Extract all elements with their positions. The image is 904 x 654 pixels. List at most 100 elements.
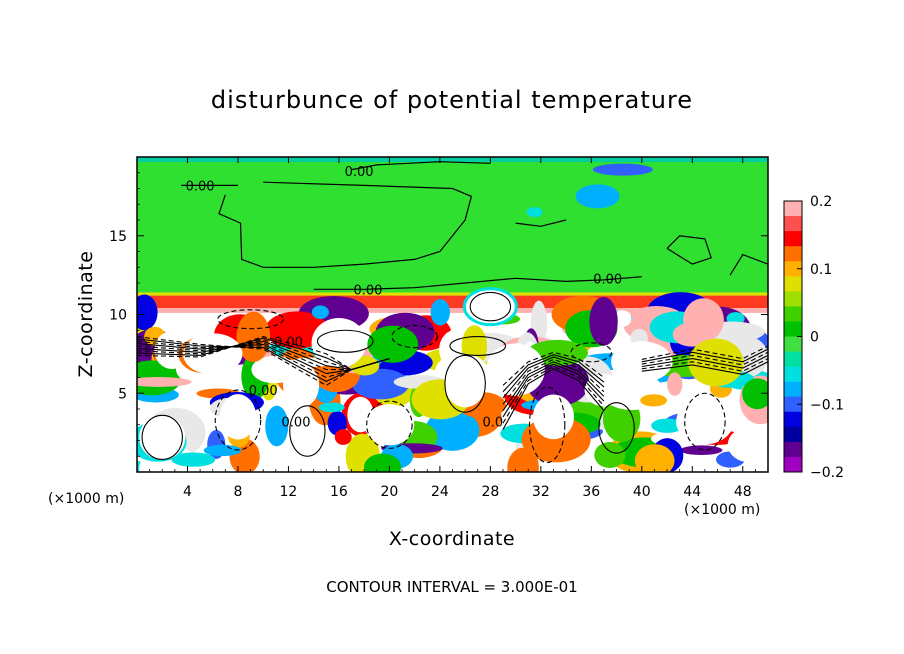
field-upper-blob [592,163,653,176]
colorbar-tick-label: 0.1 [810,262,832,278]
x-tick-label: 40 [633,484,651,500]
x-tick-label: 28 [481,484,499,500]
colorbar-segment [784,411,802,428]
contour-eddy [570,342,613,363]
contour-label: 0.00 [186,179,215,194]
field-eddy-core [444,363,486,408]
contour-eddy [214,389,262,451]
x-axis-label: X-coordinate [388,528,516,550]
colorbar-segment [784,351,802,368]
colorbar-tick-label: 0.2 [810,194,832,210]
field-blob [352,368,410,400]
contour-eddy [449,335,507,356]
x-tick-label: 20 [380,484,398,500]
colorbar-segment [784,246,802,262]
colorbar-tick-label: −0.1 [810,397,844,413]
field-eddy-core [139,414,186,460]
contour-line [502,356,605,399]
colorbar-tick-label: 0 [810,330,819,346]
contour-eddy [469,291,512,322]
y-axis: 5 10 15 [109,172,768,457]
contour-line [137,336,390,387]
field-stable-band [137,308,768,313]
contour-line [641,354,768,369]
contour-line [641,351,768,366]
colorbar-segment [784,201,802,217]
y-tick-label: 10 [109,308,127,324]
contour-eddy [684,392,726,451]
field-eddy-core [311,317,367,368]
field-eddy-core [283,363,320,408]
field-blob [203,444,242,457]
contour-eddy [528,386,566,464]
field-blob [334,429,352,445]
contour-eddy [444,354,486,413]
contour-line [502,365,605,424]
colorbar-segment [784,441,802,458]
contour-eddy [316,329,374,353]
colorbar-segment [784,291,802,307]
field-blob [137,294,158,331]
contour-eddy [217,309,284,330]
field-blob [640,394,668,407]
contour-eddy [598,402,635,454]
colorbar-segment [784,261,802,277]
x-tick-label: 8 [233,484,242,500]
field-blob [265,405,289,447]
colorbar-segment [784,396,802,413]
field-upper-blob [462,287,518,327]
contour-line [313,276,642,290]
field-blob [651,418,684,433]
contour-label: 0.00 [274,335,303,350]
x-tick-label: 48 [734,484,752,500]
contour-line [641,358,768,372]
contour-line [351,161,491,171]
field-blob [727,427,768,463]
contour-line [502,368,605,430]
contour-labels: 0.00 0.00 0.00 0.00 0.00 0.00 0.00 0.0 [186,165,623,430]
contour-line [502,363,605,418]
field-blob [430,299,450,326]
contour-line [515,219,567,227]
field-blob [236,311,271,362]
contour-line [502,354,605,393]
colorbar-segment [784,336,802,353]
colorbar-segment [784,426,802,443]
field-blob [364,453,402,472]
field-upper-blob [575,184,620,209]
colorbar-segment [784,321,802,337]
field-blob [680,445,723,455]
field-blob [742,378,768,410]
field-blob [318,402,345,413]
field-eddy-core [183,333,243,375]
contour-eddy [366,400,413,449]
colorbar-segment [784,366,802,383]
colorbar-segment [784,381,802,398]
colorbar: 0.2 0.1 0 −0.1 −0.2 [783,194,844,481]
contour-label: 0.0 [483,416,504,431]
field-blob [311,305,329,320]
contour-line [666,235,712,265]
field-blob [634,444,675,472]
colorbar-segment [784,231,802,247]
contour-line [502,351,605,386]
field-stable-band [137,292,768,296]
colorbar-segment [784,306,802,322]
x-tick-label: 32 [532,484,550,500]
field-eddy-core [676,398,734,445]
y-axis-label: Z-coordinate [75,250,97,378]
field-blob [425,409,480,451]
contour-line [137,340,390,379]
x-axis-unit-left: (×1000 m) [48,491,125,507]
contour-line [218,181,473,268]
field-blob [367,325,419,363]
contour-label: 0.00 [593,272,622,287]
contour-line [641,348,768,363]
x-tick-label: 12 [280,484,298,500]
contour-label: 0.00 [249,384,278,399]
contour-line [641,361,768,375]
contour-line [641,345,768,360]
contour-eddy [391,324,438,349]
contour-line [502,358,605,405]
